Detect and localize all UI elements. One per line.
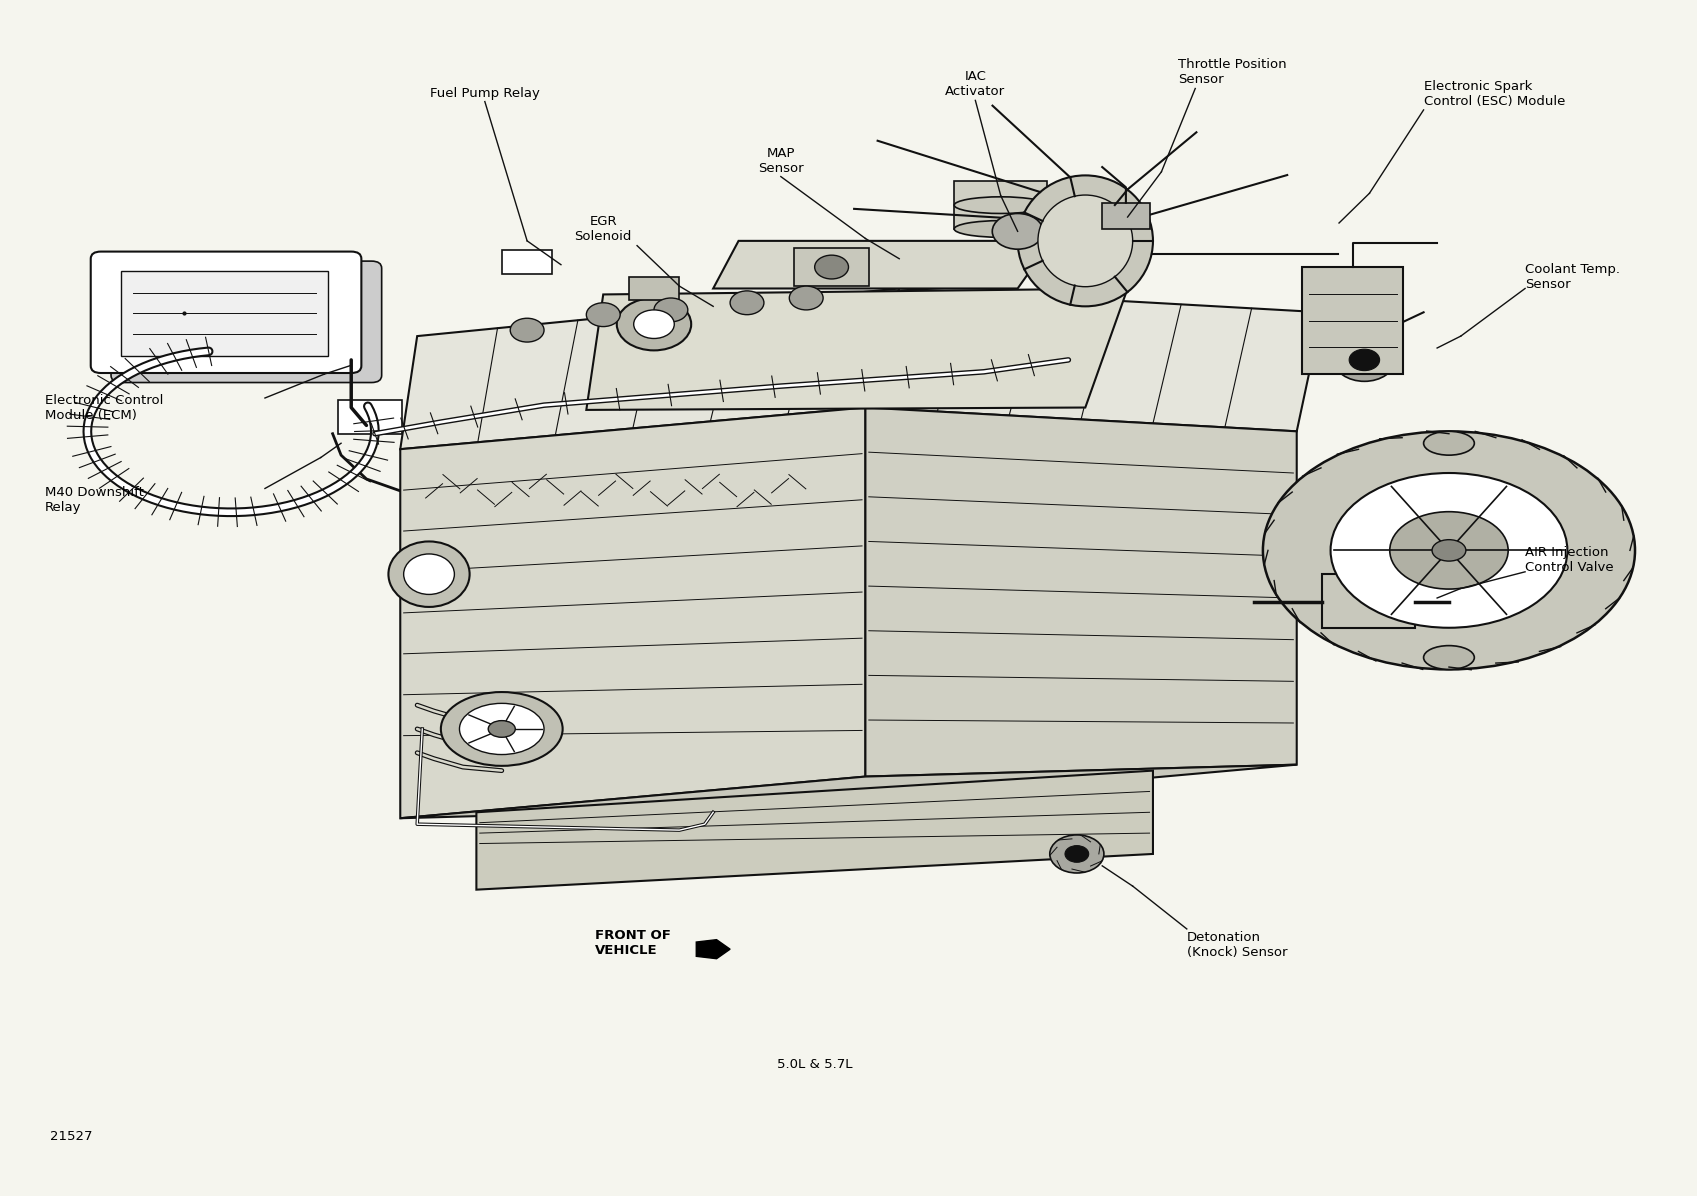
FancyBboxPatch shape: [120, 270, 328, 356]
Text: 21527: 21527: [51, 1129, 93, 1142]
Ellipse shape: [1424, 646, 1475, 670]
Bar: [794, 248, 869, 286]
Ellipse shape: [1039, 195, 1132, 287]
Circle shape: [789, 286, 823, 310]
Text: MAP
Sensor: MAP Sensor: [759, 147, 804, 176]
Bar: [1322, 574, 1415, 628]
Polygon shape: [696, 940, 730, 959]
Ellipse shape: [489, 721, 516, 737]
Circle shape: [511, 318, 545, 342]
Polygon shape: [865, 408, 1297, 776]
Ellipse shape: [1432, 539, 1466, 561]
Text: Electronic Control
Module (ECM): Electronic Control Module (ECM): [46, 393, 163, 421]
Bar: [338, 401, 402, 434]
Circle shape: [1066, 846, 1089, 862]
Polygon shape: [713, 240, 1052, 288]
Circle shape: [653, 298, 687, 322]
Polygon shape: [865, 288, 1322, 432]
Ellipse shape: [404, 554, 455, 594]
Circle shape: [993, 214, 1044, 249]
Ellipse shape: [1424, 432, 1475, 456]
Text: EGR
Solenoid: EGR Solenoid: [575, 215, 631, 243]
Text: AIR Injection
Control Valve: AIR Injection Control Valve: [1526, 547, 1614, 574]
Ellipse shape: [1263, 432, 1634, 670]
Ellipse shape: [954, 220, 1047, 237]
Polygon shape: [400, 764, 1297, 818]
Circle shape: [587, 303, 619, 327]
Circle shape: [1050, 835, 1105, 873]
Text: Detonation
(Knock) Sensor: Detonation (Knock) Sensor: [1186, 932, 1288, 959]
Ellipse shape: [954, 197, 1047, 214]
Text: FRONT OF
VEHICLE: FRONT OF VEHICLE: [594, 929, 670, 957]
Ellipse shape: [1330, 472, 1568, 628]
Bar: [954, 182, 1047, 228]
Polygon shape: [587, 288, 1127, 410]
Bar: [628, 276, 679, 300]
Circle shape: [616, 298, 691, 350]
FancyBboxPatch shape: [90, 251, 361, 373]
Bar: [1302, 267, 1403, 374]
Circle shape: [1349, 349, 1380, 371]
Bar: [502, 250, 553, 274]
Text: Coolant Temp.
Sensor: Coolant Temp. Sensor: [1526, 263, 1621, 291]
Text: IAC
Activator: IAC Activator: [945, 71, 1005, 98]
Circle shape: [815, 255, 848, 279]
Circle shape: [633, 310, 674, 338]
Bar: [1103, 203, 1149, 228]
Text: 5.0L & 5.7L: 5.0L & 5.7L: [777, 1058, 852, 1072]
Circle shape: [1334, 338, 1395, 382]
Ellipse shape: [389, 542, 470, 606]
Ellipse shape: [441, 692, 563, 765]
Ellipse shape: [1390, 512, 1509, 590]
Polygon shape: [477, 770, 1152, 890]
Polygon shape: [400, 408, 865, 818]
Polygon shape: [400, 288, 899, 450]
Text: Fuel Pump Relay: Fuel Pump Relay: [429, 87, 540, 100]
Text: M40 Downshift
Relay: M40 Downshift Relay: [46, 487, 144, 514]
FancyBboxPatch shape: [110, 261, 382, 383]
Text: Electronic Spark
Control (ESC) Module: Electronic Spark Control (ESC) Module: [1424, 80, 1565, 108]
Text: Throttle Position
Sensor: Throttle Position Sensor: [1178, 59, 1286, 86]
Circle shape: [730, 291, 764, 315]
Ellipse shape: [460, 703, 545, 755]
Ellipse shape: [1018, 176, 1152, 306]
